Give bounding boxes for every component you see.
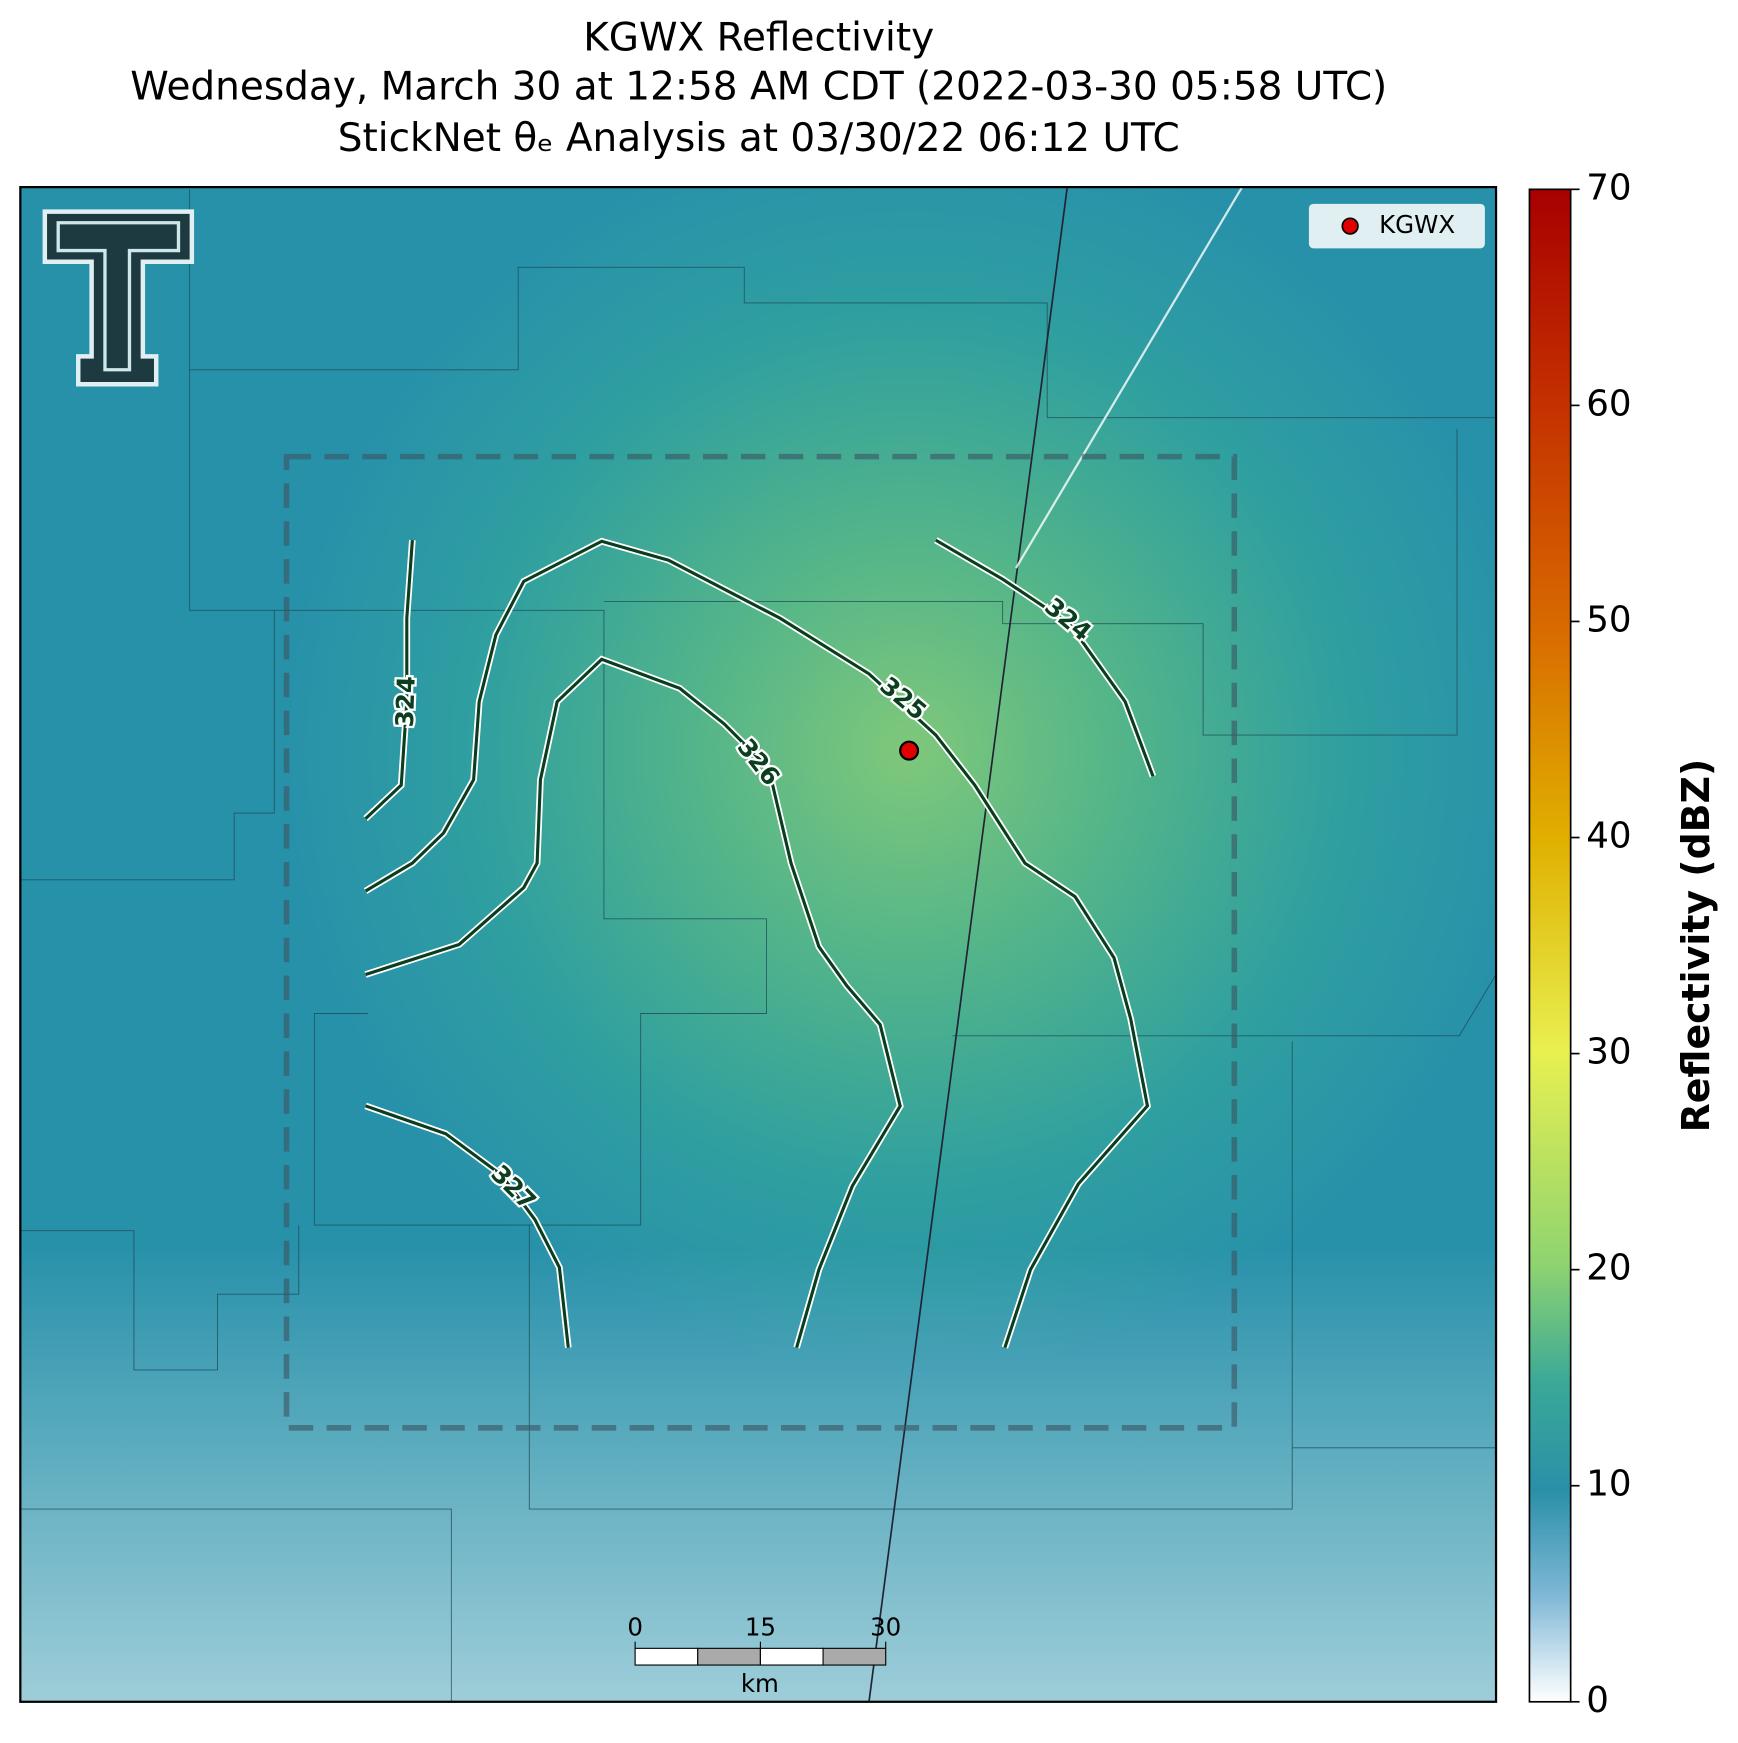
logo [42,209,195,387]
scale-tick-label: 0 [627,1612,643,1641]
colorbar-tick-label: 0 [1586,1680,1609,1721]
scale-segment [759,1647,824,1666]
scale-segment [634,1647,699,1666]
contours [363,537,1157,1349]
legend-box [1308,203,1485,249]
scale-segment [697,1647,761,1666]
colorbar-tick-label: 10 [1586,1464,1631,1505]
contour-label: 324 [390,676,421,728]
scale-tick-label: 30 [870,1612,901,1641]
map-frame [19,185,1498,1703]
scale-unit: km [741,1669,779,1698]
colorbar-tick-label: 70 [1586,167,1631,208]
legend-marker [1341,217,1359,235]
analysis-domain [283,453,1238,1431]
title-line: KGWX Reflectivity [583,16,934,61]
scale-tick-label: 15 [745,1612,776,1641]
legend-label: KGWX [1379,210,1455,239]
clutter-shading [20,187,1497,1702]
road [868,187,1069,1702]
legend: KGWX [1308,203,1485,249]
title-line: Wednesday, March 30 at 12:58 AM CDT (202… [130,65,1387,110]
colorbar: Reflectivity (dBZ) 0 10 20 30 40 50 60 70 [1528,167,1718,1721]
colorbar-tick-label: 60 [1586,383,1631,424]
radar-site [899,740,920,761]
title-line: StickNet θₑ Analysis at 03/30/22 06:12 U… [338,116,1180,161]
colorbar-ramp [1528,188,1572,1703]
radar-spike [1015,187,1244,569]
colorbar-tick-label: 30 [1586,1032,1631,1073]
colorbar-label: Reflectivity (dBZ) [1674,759,1718,1133]
county-borders [20,189,1497,1702]
scale-segment [822,1647,887,1666]
colorbar-tick-label: 50 [1586,599,1631,640]
colorbar-tick-label: 20 [1586,1248,1631,1289]
colorbar-tick-label: 40 [1586,816,1631,857]
map-area: 324 325 326 327 324 KGWX km 0 15 30 [20,187,1497,1702]
scale-bar: km 0 15 30 [627,1612,901,1698]
